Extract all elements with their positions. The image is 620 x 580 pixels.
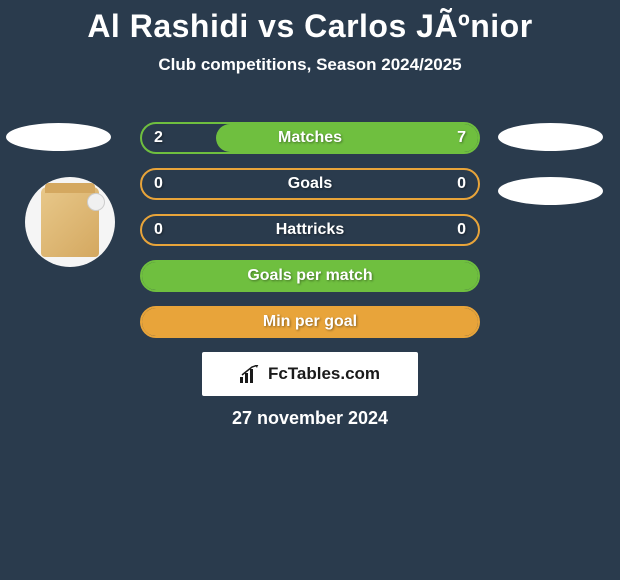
date-label: 27 november 2024	[0, 408, 620, 429]
soccer-ball-icon	[87, 193, 105, 211]
page-title: Al Rashidi vs Carlos JÃºnior	[0, 0, 620, 45]
stat-right-value: 0	[446, 221, 466, 239]
page-subtitle: Club competitions, Season 2024/2025	[0, 55, 620, 75]
stat-label: Matches	[142, 129, 478, 147]
stat-row: 0Goals0	[140, 168, 480, 200]
stat-right-value: 7	[446, 129, 466, 147]
stat-row: 2Matches7	[140, 122, 480, 154]
left-ellipse-top	[6, 123, 111, 151]
stat-label: Hattricks	[142, 221, 478, 239]
stats-container: 2Matches70Goals00Hattricks0Goals per mat…	[140, 122, 480, 352]
right-ellipse-bottom	[498, 177, 603, 205]
chart-icon	[240, 365, 262, 383]
player-avatar-left	[25, 177, 115, 267]
right-ellipse-top	[498, 123, 603, 151]
logo-text: FcTables.com	[268, 364, 380, 384]
stat-row: 0Hattricks0	[140, 214, 480, 246]
avatar-placeholder-icon	[41, 187, 99, 257]
stat-row: Goals per match	[140, 260, 480, 292]
stat-row: Min per goal	[140, 306, 480, 338]
fctables-logo: FcTables.com	[202, 352, 418, 396]
stat-right-value: 0	[446, 175, 466, 193]
stat-label: Goals per match	[142, 267, 478, 285]
stat-label: Goals	[142, 175, 478, 193]
stat-label: Min per goal	[142, 313, 478, 331]
